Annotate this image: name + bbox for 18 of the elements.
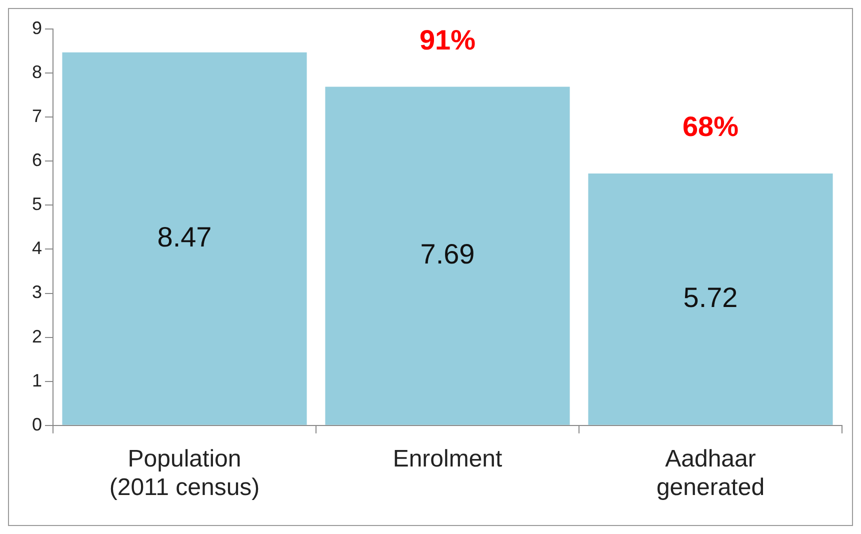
x-tick-label: Aadhaar generated [656, 445, 765, 502]
y-tick-label: 4 [32, 238, 42, 258]
y-tick-label: 6 [32, 150, 42, 170]
y-tick-label: 5 [32, 194, 42, 214]
y-tick-label: 7 [32, 106, 42, 126]
data-label: 8.47 [157, 221, 212, 252]
y-tick-label: 1 [32, 370, 42, 390]
annotation: 68% [682, 111, 739, 142]
annotation: 91% [419, 24, 476, 56]
data-label: 5.72 [683, 282, 738, 313]
data-label: 7.69 [420, 238, 475, 270]
y-tick-label: 2 [32, 326, 42, 346]
x-tick-label: Enrolment [392, 445, 503, 472]
y-tick-label: 3 [32, 282, 42, 302]
x-tick-label: Population (2011 census) [109, 445, 260, 502]
y-tick-label: 8 [32, 62, 42, 82]
y-tick-label: 0 [32, 414, 42, 434]
y-tick-label: 9 [32, 18, 42, 38]
